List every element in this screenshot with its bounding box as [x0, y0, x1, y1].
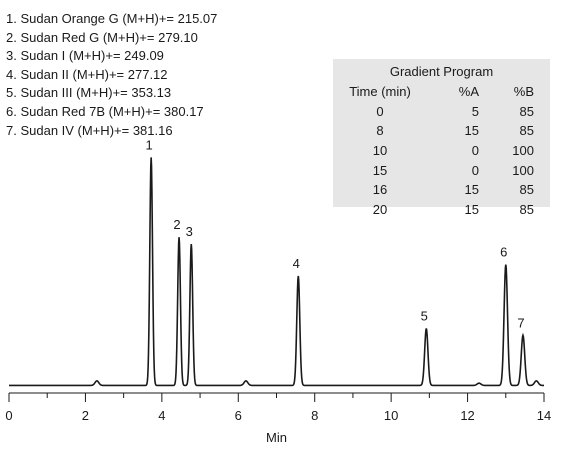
x-tick-label: 12 — [460, 408, 474, 423]
cell-time: 20 — [372, 201, 388, 217]
cell-b: 100 — [512, 162, 534, 178]
x-tick-label: 0 — [5, 408, 12, 423]
gradient-program-box: Gradient Program Time (min) %A %B 0 5 85… — [333, 59, 550, 217]
x-tick-label: 6 — [235, 408, 242, 423]
legend-item: 1. Sudan Orange G (M+H)+= 215.07 — [6, 11, 218, 26]
x-tick-label: 2 — [82, 408, 89, 423]
header-a: %A — [458, 84, 479, 100]
gradient-table: Time (min) %A %B 0 5 85 8 15 85 10 0 100… — [339, 82, 534, 219]
cell-b: 85 — [519, 103, 534, 119]
cell-b: 85 — [519, 201, 534, 217]
cell-b: 100 — [512, 143, 534, 159]
peak-label: 5 — [421, 308, 428, 323]
cell-time: 15 — [372, 162, 388, 178]
x-tick-label: 4 — [158, 408, 165, 423]
cell-b: 85 — [519, 123, 534, 139]
gradient-row: 20 15 85 — [339, 200, 534, 220]
legend-item: 2. Sudan Red G (M+H)+= 279.10 — [6, 29, 198, 45]
peak-label: 7 — [517, 315, 524, 330]
gradient-row: 8 15 85 — [339, 121, 534, 141]
cell-b: 85 — [519, 182, 534, 198]
cell-time: 16 — [372, 182, 388, 198]
chromatogram-trace — [9, 157, 544, 387]
x-tick-label: 14 — [537, 408, 551, 423]
cell-a: 15 — [464, 201, 479, 217]
header-b: %B — [513, 84, 534, 100]
cell-time: 10 — [372, 143, 388, 159]
cell-a: 15 — [464, 182, 479, 198]
gradient-row: 0 5 85 — [339, 102, 534, 122]
legend-item: 5. Sudan III (M+H)+= 353.13 — [6, 85, 172, 101]
x-tick-label: 10 — [384, 408, 398, 423]
x-tick-label: 8 — [311, 408, 318, 423]
cell-time: 8 — [376, 123, 384, 139]
gradient-row: 15 0 100 — [339, 160, 534, 180]
peak-label: 2 — [173, 217, 180, 232]
compound-legend: 1. Sudan Orange G (M+H)+= 215.07 2. Suda… — [6, 10, 217, 140]
peak-label: 3 — [186, 224, 193, 239]
cell-a: 5 — [471, 103, 479, 119]
cell-a: 0 — [471, 143, 479, 159]
gradient-title: Gradient Program — [389, 64, 494, 79]
cell-time: 0 — [376, 103, 384, 119]
cell-a: 0 — [471, 162, 479, 178]
legend-item: 6. Sudan Red 7B (M+H)+= 380.17 — [6, 103, 204, 119]
legend-item: 3. Sudan I (M+H)+= 249.09 — [6, 48, 164, 64]
x-axis-title: Min — [266, 430, 287, 445]
gradient-row: 10 0 100 — [339, 141, 534, 161]
peak-label: 1 — [146, 137, 153, 152]
gradient-row: 16 15 85 — [339, 180, 534, 200]
legend-item: 4. Sudan II (M+H)+= 277.12 — [6, 66, 168, 82]
peak-label: 6 — [500, 245, 507, 260]
gradient-header-row: Time (min) %A %B — [339, 82, 534, 102]
header-time: Time (min) — [349, 84, 411, 100]
legend-item: 7. Sudan IV (M+H)+= 381.16 — [6, 122, 173, 138]
x-axis-ticks: 0 2 4 6 8 10 12 14 — [5, 393, 551, 423]
peak-label: 4 — [293, 256, 300, 271]
cell-a: 15 — [464, 123, 479, 139]
